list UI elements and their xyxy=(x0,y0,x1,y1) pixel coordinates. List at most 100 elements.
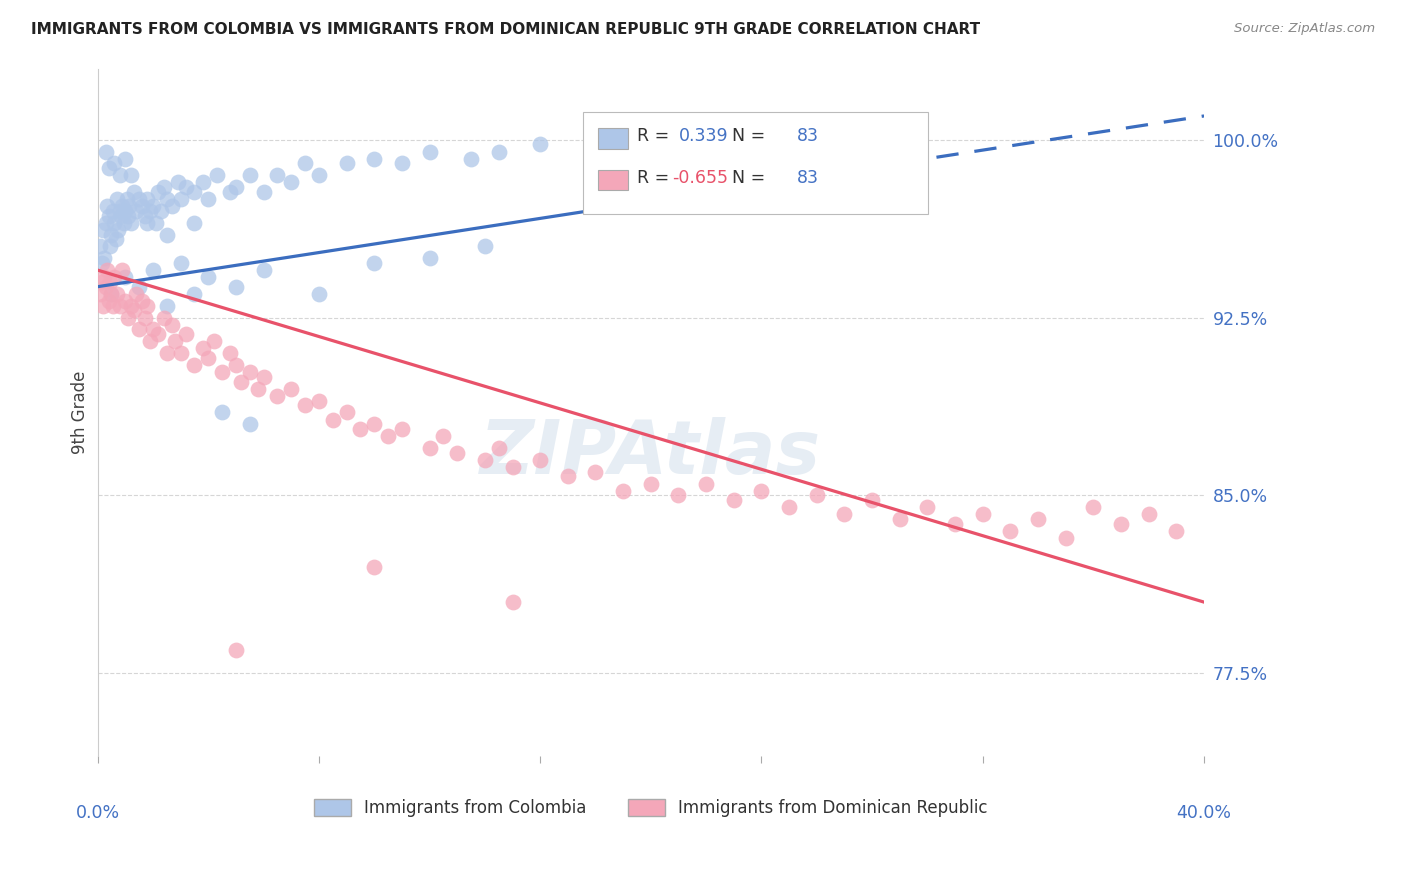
Text: N =: N = xyxy=(721,128,770,145)
Point xyxy=(349,422,371,436)
Text: 40.0%: 40.0% xyxy=(1177,804,1232,822)
Point xyxy=(128,279,150,293)
Point xyxy=(1083,500,1105,515)
Point xyxy=(148,327,170,342)
Point xyxy=(142,199,165,213)
Point xyxy=(219,346,242,360)
Point xyxy=(117,310,139,325)
Point xyxy=(98,239,121,253)
Text: -0.655: -0.655 xyxy=(672,169,728,187)
Point xyxy=(723,493,745,508)
Point xyxy=(156,192,179,206)
Point xyxy=(166,175,188,189)
Point xyxy=(308,168,330,182)
Point xyxy=(972,508,994,522)
Point xyxy=(363,417,385,432)
Point xyxy=(239,365,262,379)
Point xyxy=(917,500,939,515)
Point xyxy=(197,192,219,206)
Point xyxy=(134,310,156,325)
Point xyxy=(131,293,153,308)
Point xyxy=(488,145,510,159)
Point xyxy=(231,375,253,389)
Point xyxy=(191,175,214,189)
Point xyxy=(111,199,134,213)
Point xyxy=(100,286,122,301)
Point xyxy=(211,405,233,419)
Point xyxy=(219,185,242,199)
Point xyxy=(134,209,156,223)
Point xyxy=(125,286,148,301)
Point xyxy=(266,168,288,182)
Point xyxy=(156,299,179,313)
Point xyxy=(335,156,357,170)
Point xyxy=(105,192,128,206)
Point xyxy=(156,346,179,360)
Text: 83: 83 xyxy=(797,128,820,145)
Point xyxy=(93,270,115,285)
Point xyxy=(239,417,262,432)
Point xyxy=(96,263,118,277)
Point xyxy=(162,199,184,213)
Point xyxy=(115,192,138,206)
Point xyxy=(97,209,120,223)
Point xyxy=(118,199,141,213)
Point xyxy=(136,299,159,313)
Text: Source: ZipAtlas.com: Source: ZipAtlas.com xyxy=(1234,22,1375,36)
Point xyxy=(183,216,205,230)
Point xyxy=(139,334,162,349)
Point xyxy=(225,180,247,194)
Point xyxy=(446,446,468,460)
Point xyxy=(668,488,690,502)
Point xyxy=(89,239,111,253)
Point xyxy=(98,275,121,289)
Point xyxy=(96,199,118,213)
Point xyxy=(108,299,131,313)
Point xyxy=(529,137,551,152)
Point xyxy=(103,270,125,285)
Point xyxy=(136,216,159,230)
Point xyxy=(391,156,413,170)
Point xyxy=(103,156,125,170)
Point xyxy=(145,216,167,230)
Point xyxy=(156,227,179,242)
Point xyxy=(943,516,966,531)
Point xyxy=(174,327,197,342)
Point xyxy=(585,145,607,159)
Point xyxy=(153,310,176,325)
Point xyxy=(266,389,288,403)
Point xyxy=(101,299,124,313)
Legend: Immigrants from Colombia, Immigrants from Dominican Republic: Immigrants from Colombia, Immigrants fro… xyxy=(308,792,994,823)
Point xyxy=(169,346,191,360)
Point xyxy=(148,185,170,199)
Point xyxy=(1026,512,1049,526)
Point xyxy=(1137,508,1160,522)
Point xyxy=(239,168,262,182)
Point xyxy=(252,185,274,199)
Point xyxy=(153,180,176,194)
Text: R =: R = xyxy=(637,128,681,145)
Point xyxy=(197,270,219,285)
Point xyxy=(363,559,385,574)
Point xyxy=(751,483,773,498)
Point xyxy=(183,286,205,301)
Point xyxy=(418,252,440,266)
Point xyxy=(308,393,330,408)
Point xyxy=(101,203,124,218)
Point xyxy=(128,322,150,336)
Point xyxy=(1166,524,1188,538)
Text: ZIPAtlas: ZIPAtlas xyxy=(481,417,821,491)
Point xyxy=(363,256,385,270)
Point xyxy=(183,185,205,199)
Point xyxy=(142,322,165,336)
Point xyxy=(225,279,247,293)
Point xyxy=(280,175,302,189)
Point xyxy=(103,216,125,230)
Point xyxy=(91,299,114,313)
Point xyxy=(191,342,214,356)
Text: 83: 83 xyxy=(797,169,820,187)
Point xyxy=(128,192,150,206)
Point xyxy=(418,441,440,455)
Point xyxy=(252,263,274,277)
Point xyxy=(90,256,112,270)
